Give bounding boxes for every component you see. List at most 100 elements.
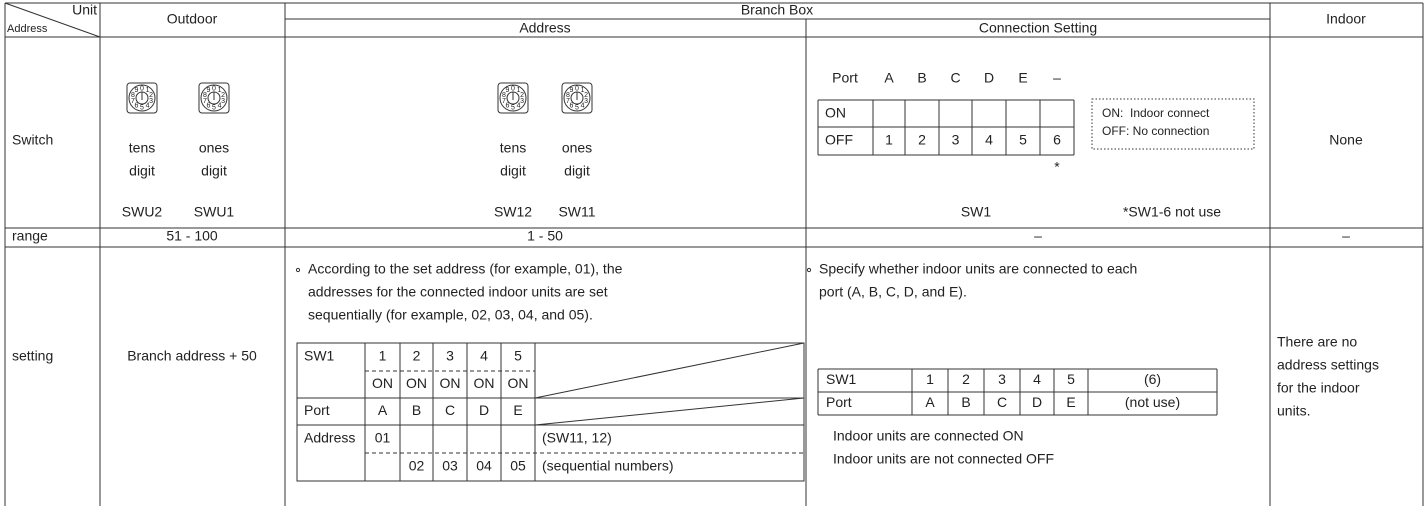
cell-text: C (997, 394, 1007, 410)
cell-text: 51 - 100 (166, 228, 218, 244)
cell-text: tens (500, 140, 526, 156)
dial-frame (198, 82, 230, 114)
cell-text: sequentially (for example, 02, 03, 04, a… (308, 307, 593, 323)
dial-frame (126, 82, 158, 114)
cell-text: 5 (514, 348, 522, 364)
dial-digit: 0 (140, 85, 144, 92)
cell-text: port (A, B, C, D, and E). (819, 284, 967, 300)
dial-digit: 2 (149, 92, 153, 99)
cell-text: SW1 (961, 204, 992, 220)
cell-text: 1 (379, 348, 387, 364)
dial-ring (563, 84, 591, 112)
cell-text: SW11 (558, 204, 595, 220)
cell-text: A (925, 394, 935, 410)
cell-text: E (1018, 70, 1027, 86)
cell-text: ON (406, 375, 427, 391)
bullet (295, 267, 301, 273)
cell-text: E (1066, 394, 1075, 410)
dial-digit: 3 (221, 98, 225, 105)
dial-digit: 8 (131, 92, 135, 99)
cell-text: Address (304, 430, 355, 446)
diagonal (534, 397, 805, 426)
dial-digit: 9 (206, 87, 210, 94)
cell-text: (sequential numbers) (542, 458, 674, 474)
cell-text: B (961, 394, 970, 410)
cell-text: Branch Box (741, 2, 813, 18)
dial-digit: 1 (218, 87, 222, 94)
dial-digit: 6 (134, 103, 138, 110)
cell-text: SW12 (494, 204, 532, 220)
dial-digit: 4 (146, 103, 150, 110)
cell-text: 1 (926, 371, 934, 387)
cell-text: 04 (476, 458, 492, 474)
cell-text: 3 (446, 348, 454, 364)
cell-text: Outdoor (167, 11, 218, 27)
dial-digit: 8 (502, 92, 506, 99)
cell-text: (6) (1144, 371, 1161, 387)
cell-text: According to the set address (for exampl… (308, 261, 623, 277)
cell-text: Port (832, 70, 858, 86)
dial-digit: 1 (517, 87, 521, 94)
cell-text: 6 (1053, 132, 1061, 148)
dial-digit: 7 (131, 98, 135, 105)
cell-text: 1 - 50 (527, 228, 563, 244)
dial-digit: 5 (511, 104, 515, 111)
cell-text: 02 (409, 458, 425, 474)
cell-text: – (1342, 228, 1350, 244)
dial-digit: 1 (146, 87, 150, 94)
cell-text: 05 (510, 458, 526, 474)
cell-text: 01 (375, 430, 391, 446)
dial-digit: 5 (575, 104, 579, 111)
dial-digit: 0 (511, 85, 515, 92)
dial-frame (561, 82, 593, 114)
cell-text: ON (508, 375, 529, 391)
cell-text: D (984, 70, 994, 86)
cell-text: ON (372, 375, 393, 391)
cell-text: 1 (885, 132, 893, 148)
dial-digit: 0 (575, 85, 579, 92)
dial-digit: 3 (149, 98, 153, 105)
cell-text: tens (129, 140, 155, 156)
dial-ring (128, 84, 156, 112)
cell-text: Port (826, 394, 852, 410)
cell-text: Switch (12, 132, 53, 148)
dial-digit: 9 (505, 87, 509, 94)
dial-digit: 7 (566, 98, 570, 105)
cell-text: B (412, 402, 421, 418)
cell-text: Address (519, 20, 570, 36)
dial-digit: 4 (581, 103, 585, 110)
dial-digit: 0 (212, 85, 216, 92)
diagonal (534, 342, 805, 399)
cell-text: *SW1-6 not use (1123, 204, 1221, 220)
cell-text: range (12, 228, 48, 244)
cell-text: ones (199, 140, 229, 156)
cell-text: Specify whether indoor units are connect… (819, 261, 1137, 277)
dial-digit: 5 (212, 104, 216, 111)
legend-box (1091, 98, 1255, 150)
cell-text: – (1053, 70, 1061, 86)
dial-ring (200, 84, 228, 112)
cell-text: digit (201, 163, 227, 179)
cell-text: B (917, 70, 926, 86)
cell-text: 2 (918, 132, 926, 148)
cell-text: 2 (962, 371, 970, 387)
cell-text: Connection Setting (979, 20, 1097, 36)
dial-digit: 3 (520, 98, 524, 105)
cell-text: 3 (998, 371, 1006, 387)
cell-text: D (479, 402, 489, 418)
cell-text: SWU2 (122, 204, 163, 220)
cell-text: 03 (442, 458, 458, 474)
cell-text: There are no (1277, 334, 1357, 350)
cell-text: OFF: No connection (1102, 124, 1209, 138)
cell-text: SWU1 (194, 204, 235, 220)
inner-table (296, 342, 805, 482)
cell-text: (not use) (1125, 394, 1180, 410)
cell-text: ON: Indoor connect (1102, 106, 1210, 120)
cell-text: 3 (952, 132, 960, 148)
dial-digit: 6 (569, 103, 573, 110)
cell-text: 5 (1019, 132, 1027, 148)
cell-text: digit (500, 163, 526, 179)
cell-text: digit (564, 163, 590, 179)
